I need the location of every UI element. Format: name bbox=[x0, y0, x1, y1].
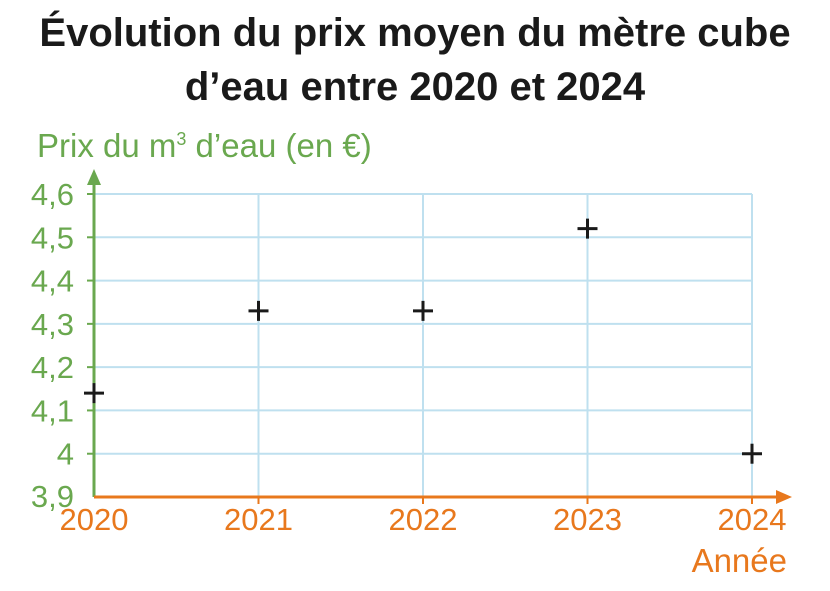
y-axis-title: Prix du m3 d’eau (en €) bbox=[37, 127, 372, 164]
data-point-2021 bbox=[248, 300, 269, 321]
x-tick-label: 2020 bbox=[60, 502, 129, 537]
x-tick-label: 2022 bbox=[389, 502, 458, 537]
data-point-2023 bbox=[577, 218, 598, 239]
y-tick-label: 4,5 bbox=[31, 220, 74, 255]
data-point-2024 bbox=[742, 443, 762, 464]
x-tick-labels: 2020 2021 2022 2023 2024 bbox=[60, 502, 787, 537]
y-tick-label: 4,6 bbox=[31, 177, 74, 212]
y-tick-labels: 3,9 4 4,1 4,2 4,3 4,4 4,5 4,6 bbox=[31, 177, 74, 514]
chart-title-line-2: d’eau entre 2020 et 2024 bbox=[184, 65, 646, 109]
y-tick-label: 4,4 bbox=[31, 264, 74, 299]
x-axis-arrow bbox=[776, 490, 792, 504]
y-axis-arrow bbox=[87, 169, 101, 185]
axes bbox=[87, 169, 792, 504]
y-tick-label: 3,9 bbox=[31, 479, 74, 514]
data-point-2020 bbox=[84, 383, 104, 404]
data-points bbox=[84, 218, 762, 464]
data-point-2022 bbox=[413, 300, 433, 321]
x-tick-label: 2024 bbox=[718, 502, 787, 537]
y-tick-label: 4,3 bbox=[31, 307, 74, 342]
x-axis-title: Année bbox=[692, 542, 787, 579]
x-tick-label: 2023 bbox=[553, 502, 622, 537]
chart-title-line-1: Évolution du prix moyen du mètre cube bbox=[39, 11, 791, 55]
grid-lines bbox=[94, 193, 753, 497]
y-tick-label: 4,2 bbox=[31, 350, 74, 385]
chart-title: Évolution du prix moyen du mètre cube d’… bbox=[0, 6, 830, 114]
y-tick-label: 4 bbox=[57, 437, 74, 472]
x-tick-label: 2021 bbox=[224, 502, 293, 537]
y-tick-label: 4,1 bbox=[31, 393, 74, 428]
